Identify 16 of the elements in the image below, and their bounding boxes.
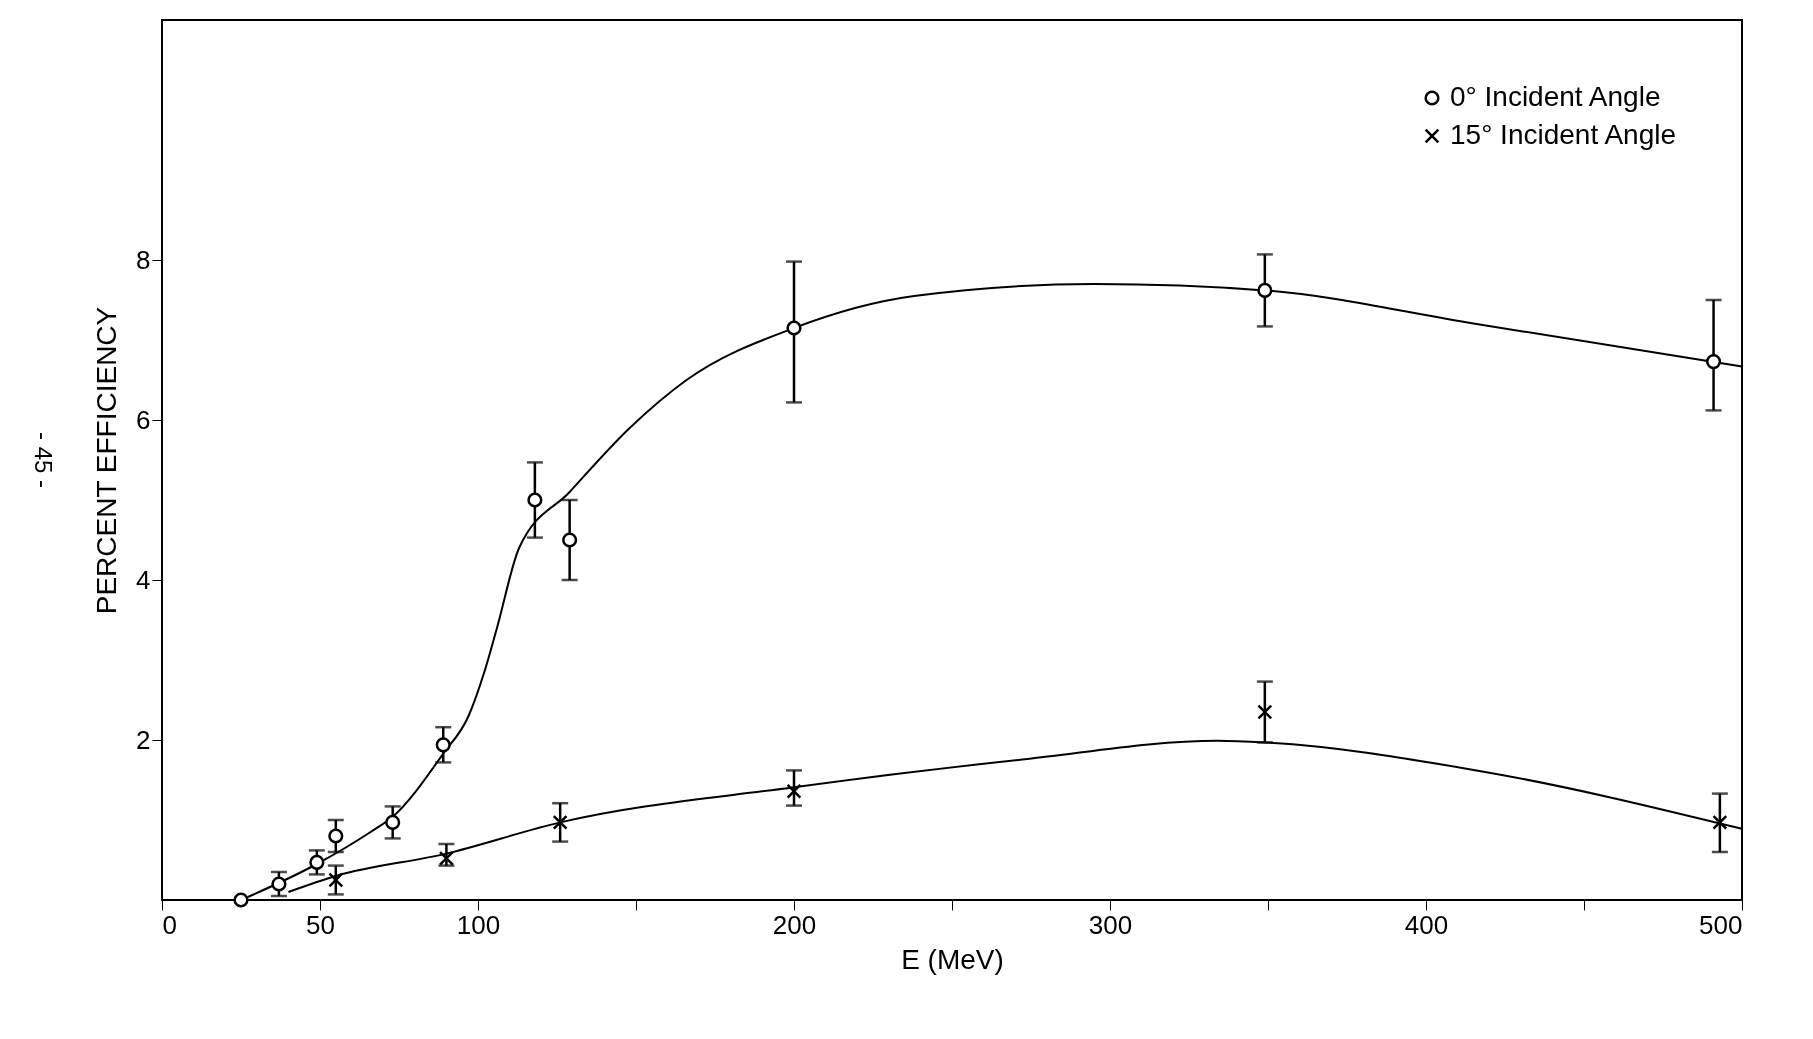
x-tick-label: 50 <box>306 909 335 940</box>
x-tick-label: 300 <box>1088 909 1133 940</box>
legend-label: 15° Incident Angle <box>1450 119 1677 150</box>
x-tick-label: 200 <box>772 909 817 940</box>
x-axis-title: E (MeV) <box>901 943 1004 975</box>
x-tick-label: 500 <box>1699 909 1743 940</box>
x-tick-label: 100 <box>456 909 501 940</box>
y-tick-label: 6 <box>136 404 151 435</box>
legend-label: 0° Incident Angle <box>1450 81 1661 112</box>
x-tick-label: 0 <box>162 909 177 940</box>
y-tick-label: 2 <box>136 724 151 755</box>
y-axis-title: PERCENT EFFICIENCY <box>91 306 123 615</box>
x-tick-label: 400 <box>1404 909 1449 940</box>
text: - 45 - <box>30 431 57 489</box>
y-tick-label: 4 <box>136 564 151 595</box>
y-tick-label: 8 <box>136 244 151 275</box>
